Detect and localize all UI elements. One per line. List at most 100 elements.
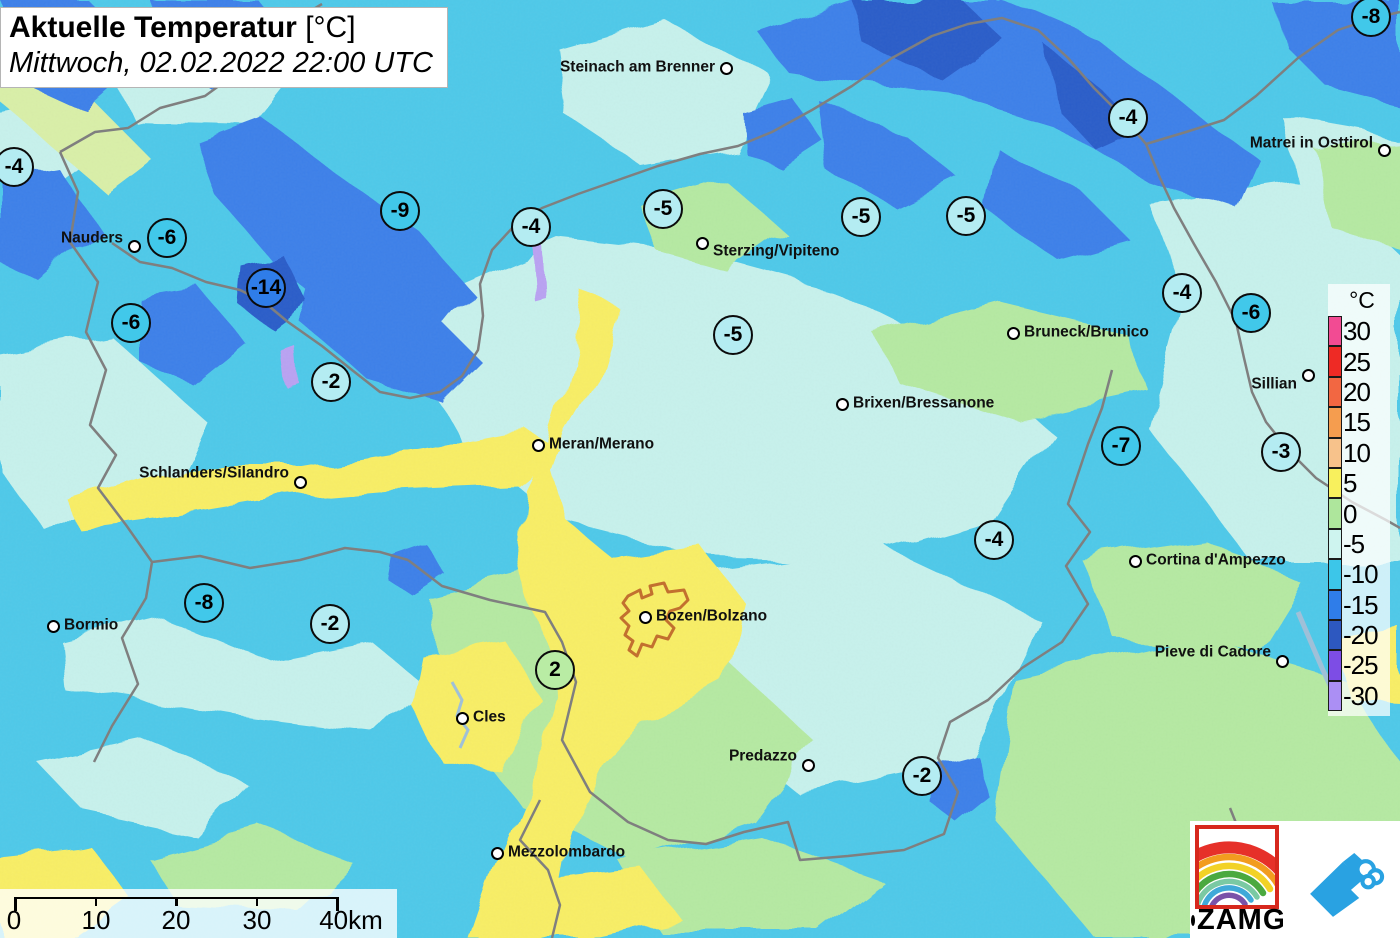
- legend-entry: 10: [1328, 437, 1390, 468]
- temperature-legend: °C 30 25 20 15 10 5 0 -5 -10 -15 -20 -25 -30: [1328, 284, 1390, 716]
- station-temp-circle: -2: [902, 756, 942, 796]
- station-temp-circle: -6: [1231, 293, 1271, 333]
- legend-entry: -10: [1328, 559, 1390, 590]
- city-marker: [1377, 143, 1391, 157]
- station-temp-circle: -2: [311, 362, 351, 402]
- city-marker: [719, 61, 733, 75]
- legend-entry: 5: [1328, 467, 1390, 499]
- legend-value: 25: [1343, 346, 1371, 377]
- city-label: Cortina d'Ampezzo: [1146, 551, 1286, 569]
- legend-color-swatch: [1328, 437, 1342, 468]
- station-temp-circle: -14: [246, 268, 286, 308]
- city-marker: [490, 846, 504, 860]
- city-label: Sillian: [1251, 375, 1297, 393]
- city-marker: [1128, 554, 1142, 568]
- legend-entry: 15: [1328, 407, 1390, 438]
- city-label: Meran/Merano: [549, 435, 655, 453]
- legend-value: -30: [1343, 680, 1379, 711]
- legend-color-swatch: [1328, 346, 1342, 377]
- city-label: Bruneck/Brunico: [1024, 323, 1149, 341]
- legend-value: -5: [1343, 528, 1365, 559]
- zamg-rainbow-icon: [1195, 825, 1279, 909]
- station-temp-circle: -4: [1162, 273, 1202, 313]
- station-temp-circle: -5: [946, 196, 986, 236]
- station-temp-circle: -8: [184, 583, 224, 623]
- weather-logo-icon: [1309, 852, 1384, 917]
- station-temp-circle: -9: [380, 191, 420, 231]
- scale-bar-tick: [255, 897, 258, 906]
- legend-value: -10: [1343, 559, 1379, 590]
- station-temp-circle: -7: [1101, 426, 1141, 466]
- legend-entry: 0: [1328, 498, 1390, 529]
- city-marker: [1191, 915, 1195, 926]
- zamg-logo-text: ZAMG: [1197, 904, 1287, 936]
- scale-bar-label: 20: [161, 905, 191, 935]
- scale-bar-tick: [14, 897, 17, 911]
- legend-value: -15: [1343, 589, 1379, 620]
- legend-color-swatch: [1328, 680, 1342, 712]
- legend-color-swatch: [1328, 619, 1342, 651]
- legend-color-swatch: [1328, 316, 1342, 347]
- legend-value: -20: [1343, 620, 1379, 651]
- legend-color-swatch: [1328, 650, 1342, 681]
- legend-value: -25: [1343, 650, 1379, 681]
- legend-entries: 30 25 20 15 10 5 0 -5 -10 -15 -20 -25 -30: [1328, 316, 1390, 712]
- city-label: Pieve di Cadore: [1154, 643, 1271, 661]
- station-temp-circle: -6: [147, 218, 187, 258]
- city-label: Nauders: [60, 229, 123, 247]
- legend-value: 20: [1343, 376, 1371, 407]
- city-marker: [1275, 654, 1289, 668]
- legend-value: 5: [1343, 468, 1358, 499]
- legend-color-swatch: [1328, 376, 1342, 408]
- city-marker: [695, 236, 709, 250]
- station-temp-circle: -2: [310, 604, 350, 644]
- city-marker: [293, 475, 307, 489]
- city-marker: [455, 711, 469, 725]
- station-temp-circle: -3: [1261, 432, 1301, 472]
- city-label: Schlanders/Silandro: [139, 464, 289, 482]
- legend-title: °C: [1349, 287, 1375, 313]
- city-marker: [1301, 368, 1315, 382]
- legend-value: 15: [1343, 407, 1371, 438]
- station-temp-circle: -4: [0, 147, 34, 187]
- city-marker: [127, 239, 141, 253]
- legend-entry: -15: [1328, 589, 1390, 620]
- station-temp-circle: -5: [643, 189, 683, 229]
- weather-service-logo: [1283, 821, 1400, 938]
- station-temp-circle: -4: [511, 207, 551, 247]
- title-box: Aktuelle Temperatur [°C] Mittwoch, 02.02…: [0, 7, 448, 88]
- city-marker: [835, 397, 849, 411]
- legend-color-swatch: [1328, 467, 1342, 499]
- legend-value: 10: [1343, 437, 1371, 468]
- station-temp-circle: -5: [841, 197, 881, 237]
- station-temp-circle: -4: [1108, 98, 1148, 138]
- legend-value: 0: [1343, 498, 1358, 529]
- station-temp-circle: -8: [1351, 0, 1391, 37]
- scale-bar-label: 0: [6, 905, 22, 935]
- scale-bar-label: 30: [242, 905, 272, 935]
- station-temp-circle: -5: [713, 315, 753, 355]
- scale-bar-label: 40km: [319, 905, 383, 935]
- legend-entry: -5: [1328, 528, 1390, 560]
- city-label: Bozen/Bolzano: [656, 607, 768, 625]
- city-label: Predazzo: [728, 747, 797, 765]
- city-marker: [46, 619, 60, 633]
- legend-color-swatch: [1328, 498, 1342, 529]
- legend-value: 30: [1343, 316, 1371, 347]
- station-temp-circle: 2: [535, 650, 575, 690]
- legend-color-swatch: [1328, 528, 1342, 560]
- scale-bar: 0 10 20 30 40km: [0, 889, 397, 938]
- city-marker: [1006, 326, 1020, 340]
- legend-color-swatch: [1328, 407, 1342, 438]
- page-subtitle: Mittwoch, 02.02.2022 22:00 UTC: [9, 47, 433, 79]
- station-temp-circle: -6: [111, 303, 151, 343]
- station-temp-circle: -4: [974, 520, 1014, 560]
- city-label: Brixen/Bressanone: [853, 394, 995, 412]
- legend-entry: -20: [1328, 619, 1390, 651]
- city-marker: [801, 758, 815, 772]
- scale-bar-tick: [336, 897, 339, 911]
- scale-bar-tick: [94, 897, 97, 906]
- city-label: Steinach am Brenner: [559, 58, 715, 76]
- city-label: Mezzolombardo: [508, 843, 626, 861]
